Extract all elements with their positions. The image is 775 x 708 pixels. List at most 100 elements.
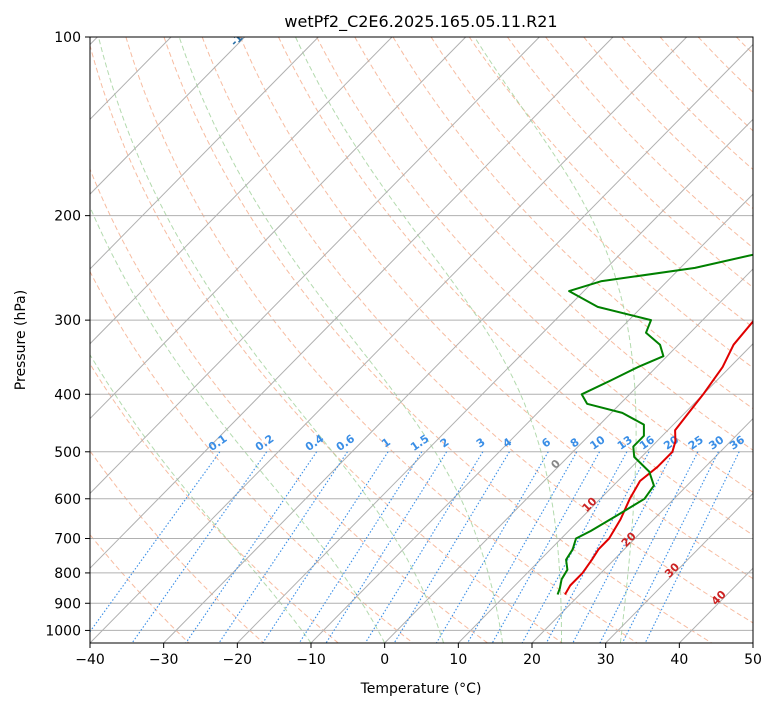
isotherm-line (90, 37, 540, 495)
mixing-ratio-line (491, 451, 601, 643)
y-tick-label: 1000 (45, 623, 81, 639)
moist-adiabat-line (90, 205, 386, 643)
isotherm-line (90, 37, 246, 195)
moist-adiabat-line (90, 353, 312, 643)
dry-adiabat-line (163, 37, 712, 643)
dry-adiabat-label: -30 (0, 0, 10, 3)
mixing-ratio-line (621, 451, 719, 643)
grid-layer: 0.10.20.40.611.52346810131620253036-100-… (0, 0, 753, 643)
x-tick-label: 40 (670, 652, 688, 668)
isotherm-line (752, 642, 753, 643)
dry-adiabat-line (392, 37, 753, 410)
x-tick-label: 10 (449, 652, 467, 668)
dry-adiabat-line (621, 37, 753, 171)
y-tick-label: 700 (54, 532, 81, 548)
x-tick-label: 30 (597, 652, 615, 668)
mixing-ratio-line (599, 451, 699, 643)
mixing-ratio-label: 0.2 (253, 432, 276, 454)
axis-layer: −40 −30 −20 −10 0 10 20 30 40 5010020030040050060… (45, 30, 762, 668)
dry-adiabat-label: -40 (0, 0, 10, 3)
mixing-ratio-label: 0.1 (206, 432, 229, 454)
dry-adiabat-label: -100 (228, 20, 257, 49)
dry-adiabat-label: -70 (0, 0, 10, 3)
dry-adiabat-line (354, 37, 753, 451)
isotherm-line (531, 417, 753, 643)
mixing-ratio-label: 36 (727, 433, 747, 453)
dry-adiabat-line (278, 37, 753, 536)
mixing-ratio-label: 25 (686, 433, 706, 452)
y-tick-label: 500 (54, 445, 81, 461)
mixing-ratio-line (644, 451, 740, 643)
isotherm-line (236, 118, 753, 643)
moist-adiabat-line (98, 37, 445, 643)
mixing-ratio-line (218, 451, 348, 643)
isotherm-line (90, 37, 319, 270)
mixing-ratio-label: 1 (379, 435, 393, 450)
mixing-ratio-line (572, 451, 674, 643)
moist-adiabat-line (474, 37, 637, 643)
isotherm-line (90, 37, 393, 345)
y-tick-label: 800 (54, 566, 81, 582)
dry-adiabat-line (545, 37, 753, 249)
dry-adiabat-line (583, 37, 753, 210)
dry-adiabat-line (316, 37, 753, 493)
mixing-ratio-label: 10 (588, 433, 608, 453)
dry-adiabat-line (90, 167, 488, 643)
chart-title: wetPf2_C2E6.2025.165.05.11.R21 (284, 12, 557, 32)
series-layer (556, 253, 753, 596)
isotherm-line (457, 343, 753, 643)
isotherm-line (310, 193, 753, 643)
dry-adiabat-line (90, 43, 563, 643)
dry-adiabat-line (201, 37, 753, 624)
plot-frame (89, 36, 754, 644)
mixing-ratio-line (325, 451, 448, 643)
dry-adiabat-label: -10 (0, 0, 10, 3)
dry-adiabat-line (90, 450, 264, 643)
x-tick-label: −10 (296, 652, 326, 668)
mixing-ratio-line (393, 451, 510, 643)
mixing-ratio-line (521, 451, 628, 643)
isotherm-line (90, 37, 614, 569)
dry-adiabat-line (239, 37, 753, 580)
x-tick-label: −30 (149, 652, 179, 668)
mixing-ratio-line (298, 451, 423, 643)
y-tick-label: 400 (54, 387, 81, 403)
dry-adiabat-line (506, 37, 753, 288)
dry-adiabat-line (90, 533, 190, 643)
dry-adiabat-line (125, 37, 638, 643)
isotherm-line (678, 567, 753, 643)
mixing-ratio-label: 20 (661, 433, 681, 453)
y-tick-label: 200 (54, 209, 81, 225)
dry-adiabat-label: -50 (0, 0, 10, 3)
x-tick-label: 20 (523, 652, 541, 668)
mixing-ratio-line (435, 451, 549, 643)
dry-adiabat-line (659, 37, 753, 132)
dry-adiabat-label: 30 (662, 560, 682, 580)
dry-adiabat-line (90, 362, 339, 643)
moist-adiabat-line (295, 37, 562, 643)
dry-adiabat-line (736, 37, 753, 55)
mixing-ratio-label: 16 (637, 433, 657, 453)
mixing-ratio-label: 0.6 (334, 432, 358, 454)
x-axis-label: Temperature (°C) (360, 681, 482, 697)
mixing-ratio-line (364, 451, 484, 643)
dry-adiabat-label: 10 (580, 494, 600, 514)
y-tick-label: 600 (54, 492, 81, 508)
dry-adiabat-line (90, 270, 414, 643)
x-tick-label: −20 (223, 652, 253, 668)
mixing-ratio-label: 1.5 (408, 432, 431, 454)
temperature-profile-line (564, 319, 753, 596)
dry-adiabat-line (430, 37, 753, 369)
isotherm-line (605, 492, 753, 643)
x-tick-label: 50 (744, 652, 762, 668)
mixing-ratio-line (90, 451, 221, 633)
dry-adiabat-label: -60 (0, 0, 10, 3)
mixing-ratio-label: 30 (706, 433, 726, 453)
dry-adiabat-label: -20 (0, 0, 10, 3)
mixing-ratio-line (185, 451, 318, 643)
dry-adiabat-label: 40 (709, 588, 729, 608)
mixing-ratio-line (131, 451, 268, 643)
isotherm-line (90, 37, 467, 420)
mixing-ratio-line (545, 451, 650, 643)
